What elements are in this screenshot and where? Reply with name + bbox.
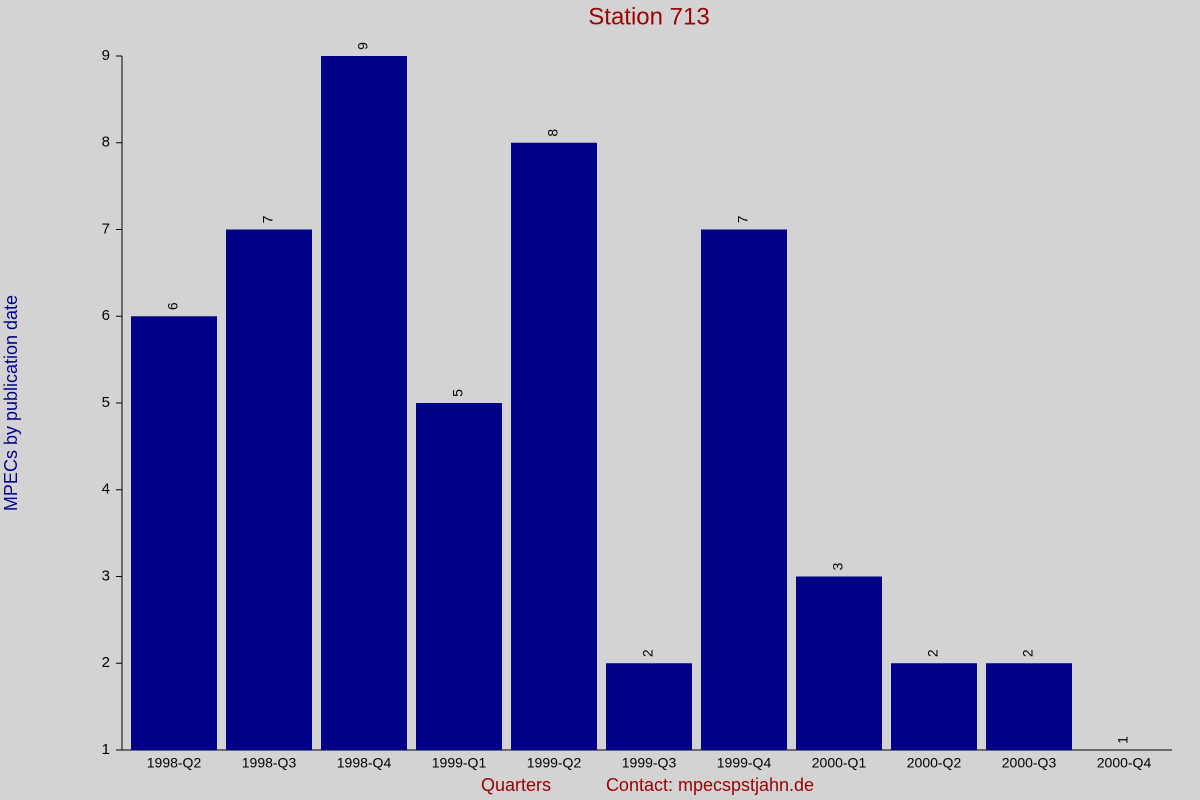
y-tick-label: 7 (102, 220, 110, 237)
bar (606, 663, 692, 750)
bar (416, 403, 502, 750)
bar (226, 229, 312, 750)
contact-note: Contact: mpecspstjahn.de (606, 775, 814, 795)
bar (321, 56, 407, 750)
y-axis-title: MPECs by publication date (1, 295, 21, 511)
x-tick-label: 2000-Q2 (907, 755, 962, 771)
x-tick-label: 1999-Q1 (432, 755, 487, 771)
x-tick-label: 2000-Q3 (1002, 755, 1057, 771)
value-label: 3 (830, 562, 846, 570)
bar (796, 576, 882, 750)
value-label: 5 (450, 389, 466, 397)
value-label: 8 (545, 129, 561, 137)
x-axis-title: Quarters (481, 775, 551, 795)
bar (986, 663, 1072, 750)
value-label: 1 (1115, 736, 1131, 744)
y-tick-label: 5 (102, 394, 110, 411)
value-label: 2 (1020, 649, 1036, 657)
value-label: 2 (640, 649, 656, 657)
chart-title: Station 713 (588, 3, 709, 30)
x-tick-label: 1998-Q2 (147, 755, 202, 771)
value-label: 9 (355, 42, 371, 50)
value-label: 2 (925, 649, 941, 657)
bar (511, 142, 597, 750)
y-tick-label: 2 (102, 654, 110, 671)
bar (701, 229, 787, 750)
value-label: 7 (260, 215, 276, 223)
value-label: 7 (735, 215, 751, 223)
y-tick-label: 6 (102, 307, 110, 324)
x-tick-label: 1999-Q2 (527, 755, 582, 771)
x-tick-label: 2000-Q4 (1097, 755, 1152, 771)
y-tick-label: 1 (102, 741, 110, 758)
y-tick-label: 8 (102, 134, 110, 151)
y-tick-label: 3 (102, 567, 110, 584)
x-tick-label: 1999-Q4 (717, 755, 772, 771)
bar (131, 316, 217, 750)
y-tick-label: 9 (102, 47, 110, 64)
x-tick-label: 2000-Q1 (812, 755, 867, 771)
x-tick-label: 1998-Q3 (242, 755, 297, 771)
x-tick-label: 1998-Q4 (337, 755, 392, 771)
bar (891, 663, 977, 750)
x-tick-label: 1999-Q3 (622, 755, 677, 771)
y-tick-label: 4 (102, 481, 110, 498)
value-label: 6 (165, 302, 181, 310)
